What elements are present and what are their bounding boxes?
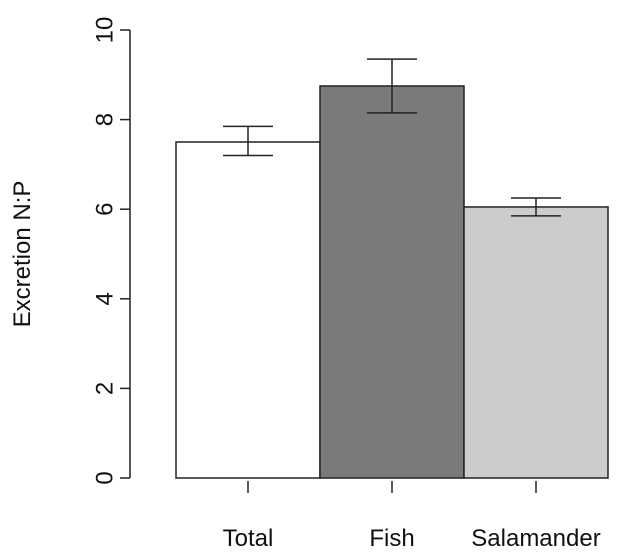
error-bar-total — [223, 125, 273, 157]
x-axis: Total Fish Salamander — [223, 481, 601, 552]
error-bar-salamander — [511, 197, 561, 217]
error-bars — [223, 58, 561, 217]
y-tick-label: 6 — [91, 203, 118, 216]
y-tick-label: 4 — [91, 292, 118, 305]
y-tick-label: 2 — [91, 382, 118, 395]
y-tick-label: 10 — [91, 17, 118, 44]
x-category-label: Fish — [369, 525, 414, 552]
y-tick-label: 0 — [91, 471, 118, 484]
bars — [175, 85, 609, 479]
x-category-label: Total — [223, 525, 274, 552]
y-axis: 0 2 4 6 8 10 — [91, 17, 131, 485]
bar-salamander — [463, 206, 609, 479]
error-bar-fish — [367, 58, 417, 114]
bar-fish — [319, 85, 465, 479]
y-tick-label: 8 — [91, 113, 118, 126]
x-category-label: Salamander — [471, 525, 600, 552]
y-axis-title: Excretion N:P — [9, 181, 36, 328]
bar-total — [175, 141, 321, 479]
